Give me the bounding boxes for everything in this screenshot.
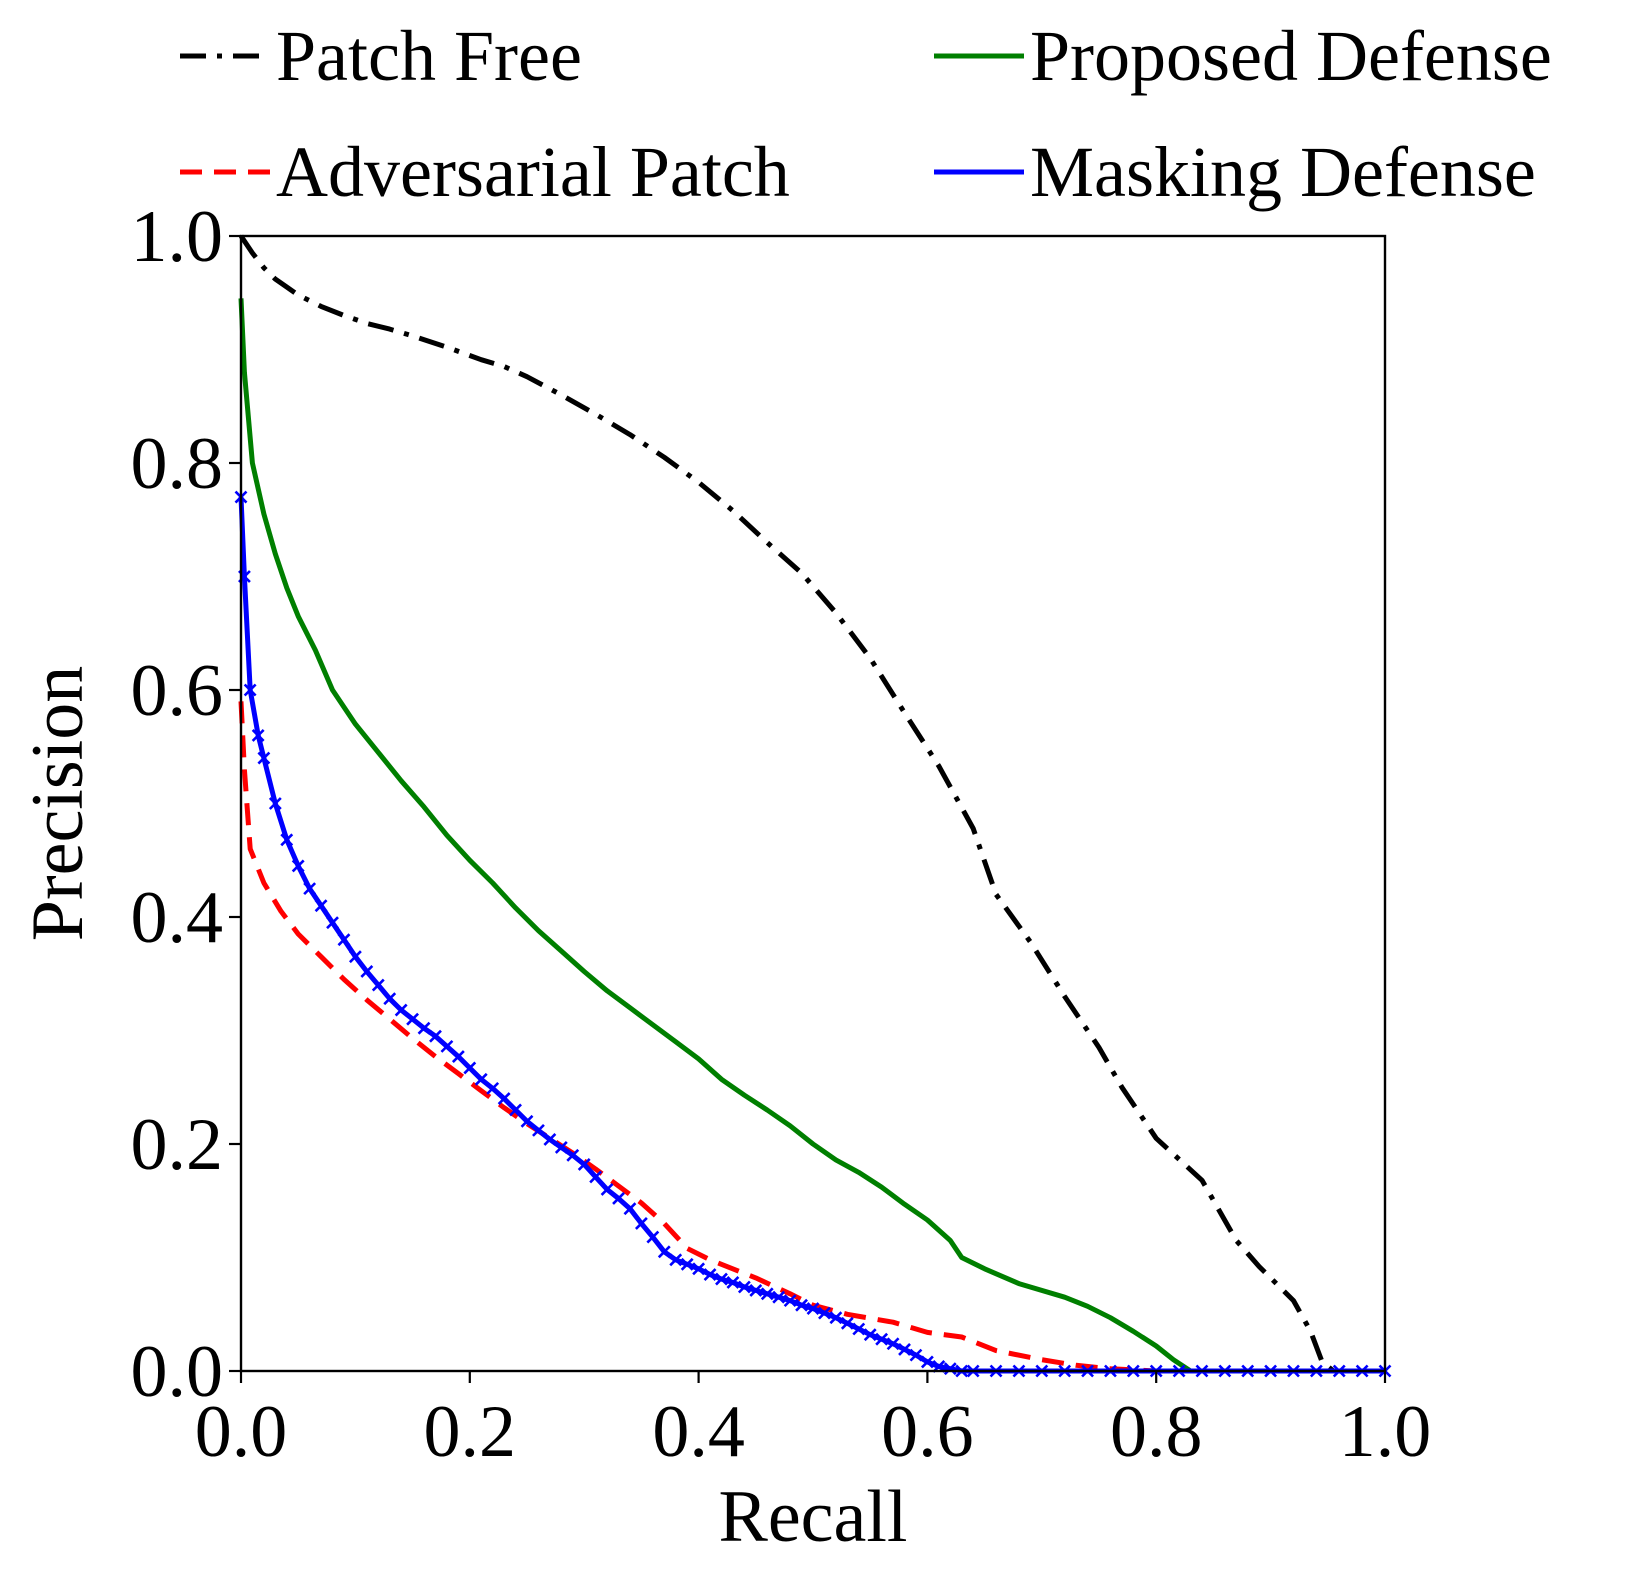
data-point-marker — [314, 899, 328, 913]
data-point-marker — [429, 1029, 442, 1043]
data-point-marker — [417, 1021, 431, 1035]
data-point-marker — [383, 992, 397, 1006]
data-point-marker — [486, 1081, 500, 1095]
series-proposed-defense — [238, 298, 1385, 1374]
data-point-marker — [268, 797, 282, 810]
data-point-marker — [669, 1253, 683, 1267]
data-point-marker — [795, 1298, 808, 1312]
data-point-marker — [509, 1103, 522, 1117]
legend-label: Adversarial Patch — [276, 132, 790, 212]
data-point-marker — [783, 1294, 797, 1308]
x-tick-label: 0.0 — [195, 1391, 288, 1473]
data-point-marker — [291, 859, 305, 873]
data-point-marker — [806, 1302, 820, 1315]
data-point-marker — [886, 1337, 900, 1351]
data-point-marker — [829, 1311, 843, 1325]
data-point-marker — [348, 950, 362, 964]
data-point-marker — [497, 1092, 511, 1106]
data-point-marker — [657, 1245, 671, 1259]
data-point-marker — [680, 1257, 694, 1271]
data-point-marker — [898, 1343, 911, 1356]
data-point-marker — [589, 1170, 603, 1184]
data-point-marker — [520, 1114, 534, 1128]
data-point-marker — [600, 1182, 614, 1196]
data-point-marker — [852, 1322, 866, 1336]
x-axis-title: Recall — [718, 1476, 907, 1558]
data-point-marker — [554, 1140, 568, 1154]
y-tick-label: 0.6 — [131, 650, 224, 732]
series-patch-free — [238, 234, 1385, 1374]
data-point-marker — [532, 1123, 545, 1137]
legend-item: Patch Free — [180, 16, 582, 96]
data-point-marker — [726, 1276, 740, 1289]
data-point-marker — [715, 1272, 728, 1286]
series-line — [238, 234, 1385, 1374]
x-tick-label: 0.8 — [1110, 1391, 1203, 1473]
legend-item: Masking Defense — [934, 132, 1536, 212]
plot-frame — [239, 234, 1387, 1373]
x-axis: 0.0 0.2 0.4 0.6 0.8 1.0 — [195, 1371, 1432, 1473]
data-point-marker — [394, 1003, 408, 1017]
data-point-marker — [360, 965, 374, 978]
data-point-marker — [280, 833, 294, 847]
series-line — [238, 701, 1385, 1374]
x-tick-label: 0.2 — [424, 1391, 517, 1473]
legend: Patch Free Proposed Defense Adversarial Pa… — [180, 16, 1552, 212]
data-point-marker — [920, 1355, 934, 1369]
data-point-marker — [772, 1290, 786, 1304]
data-point-marker — [634, 1217, 648, 1230]
series-line — [238, 496, 1385, 1374]
data-point-marker — [543, 1133, 557, 1146]
legend-label: Masking Defense — [1030, 132, 1536, 212]
data-point-marker — [943, 1362, 957, 1376]
series-adversarial-patch — [238, 701, 1385, 1374]
data-point-marker — [623, 1202, 637, 1216]
data-point-marker — [737, 1280, 751, 1294]
data-point-marker — [875, 1332, 889, 1346]
y-tick-label: 0.0 — [131, 1331, 224, 1413]
data-point-marker — [863, 1328, 877, 1342]
data-point-marker — [646, 1230, 660, 1244]
data-point-marker — [451, 1050, 465, 1064]
data-point-marker — [760, 1287, 774, 1301]
series-masking-defense — [234, 490, 1392, 1378]
data-point-marker — [326, 916, 339, 930]
data-point-marker — [612, 1192, 625, 1205]
data-point-marker — [577, 1158, 591, 1171]
data-point-marker — [692, 1262, 706, 1276]
y-tick-label: 0.2 — [131, 1104, 224, 1186]
data-point-marker — [749, 1284, 763, 1297]
data-point-marker — [371, 978, 385, 992]
data-point-marker — [566, 1148, 580, 1162]
data-point-marker — [703, 1268, 717, 1281]
data-point-marker — [474, 1072, 488, 1086]
data-point-marker — [243, 683, 257, 697]
data-point-marker — [463, 1061, 477, 1075]
data-point-marker — [440, 1039, 454, 1053]
data-point-marker — [840, 1316, 854, 1330]
legend-label: Proposed Defense — [1030, 16, 1552, 96]
data-point-marker — [251, 728, 265, 742]
data-point-marker — [818, 1306, 831, 1320]
y-tick-label: 0.8 — [131, 423, 224, 505]
y-axis: 0.0 0.2 0.4 0.6 0.8 1.0 — [131, 196, 241, 1413]
y-tick-label: 0.4 — [131, 877, 224, 959]
y-axis-title: Precision — [17, 666, 99, 941]
series-line — [238, 298, 1385, 1374]
x-tick-label: 0.6 — [881, 1391, 974, 1473]
y-tick-label: 1.0 — [131, 196, 224, 278]
legend-item: Proposed Defense — [934, 16, 1552, 96]
data-point-marker — [303, 882, 317, 896]
data-point-marker — [909, 1348, 923, 1362]
x-tick-label: 1.0 — [1339, 1391, 1432, 1473]
plot-area — [234, 234, 1392, 1378]
data-point-marker — [257, 751, 271, 765]
data-point-marker — [337, 933, 351, 947]
x-tick-label: 0.4 — [652, 1391, 745, 1473]
legend-label: Patch Free — [276, 16, 582, 96]
data-point-marker — [406, 1012, 420, 1026]
legend-item: Adversarial Patch — [180, 132, 790, 212]
series-layer — [234, 234, 1392, 1378]
